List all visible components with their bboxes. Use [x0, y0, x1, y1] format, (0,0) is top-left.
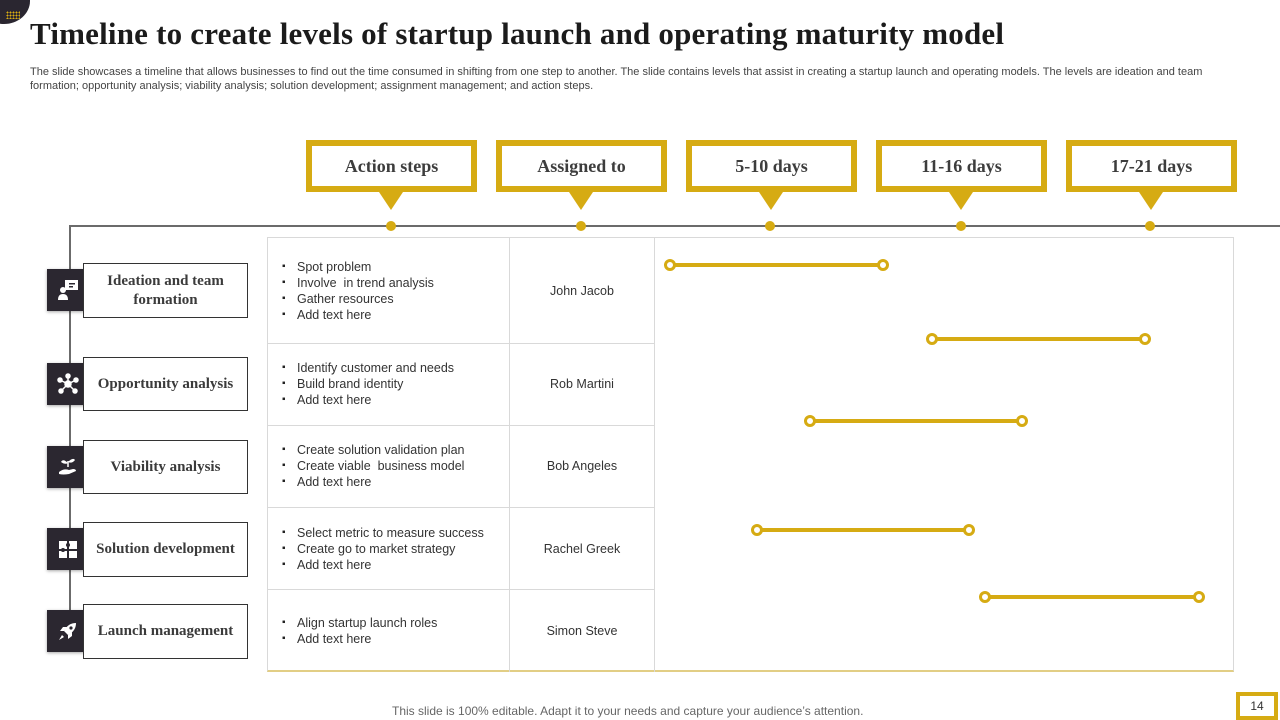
column-header-5-10-days: 5-10 days: [686, 140, 857, 192]
level-label-solution: Solution development: [83, 522, 248, 577]
presenter-icon: [47, 269, 89, 311]
row-divider: [267, 425, 654, 426]
action-step: Add text here: [282, 307, 507, 323]
action-steps-list: Select metric to measure success Create …: [282, 525, 507, 573]
level-label-launch: Launch management: [83, 604, 248, 659]
gantt-bar: [932, 337, 1145, 341]
action-step: Add text here: [282, 392, 507, 408]
action-steps-list: Align startup launch roles Add text here: [282, 615, 507, 647]
assignee-name: Simon Steve: [546, 624, 618, 638]
gantt-bar-start: [804, 415, 816, 427]
action-step: Create solution validation plan: [282, 442, 507, 458]
timeline-dot: [956, 221, 966, 231]
action-step: Spot problem: [282, 259, 507, 275]
puzzle-icon: [47, 528, 89, 570]
gantt-bar-start: [664, 259, 676, 271]
assignee-name: Rachel Greek: [543, 542, 621, 556]
network-icon: [47, 363, 89, 405]
action-step: Add text here: [282, 631, 507, 647]
action-step: Add text here: [282, 474, 507, 490]
gantt-bar-start: [979, 591, 991, 603]
gantt-bar: [670, 263, 883, 267]
action-step: Involve in trend analysis: [282, 275, 507, 291]
page-number: 14: [1236, 692, 1278, 720]
header-pointer: [759, 192, 783, 210]
level-label-opportunity: Opportunity analysis: [83, 357, 248, 411]
column-header-17-21-days: 17-21 days: [1066, 140, 1237, 192]
action-steps-list: Identify customer and needs Build brand …: [282, 360, 507, 408]
page-title: Timeline to create levels of startup lau…: [30, 16, 1005, 51]
gantt-bar-end: [1193, 591, 1205, 603]
header-pointer: [1139, 192, 1163, 210]
assignee-name: Bob Angeles: [546, 459, 618, 473]
row-divider: [267, 343, 654, 344]
assignee-name: Rob Martini: [550, 377, 614, 391]
gantt-bar-end: [877, 259, 889, 271]
header-pointer: [569, 192, 593, 210]
action-steps-list: Create solution validation plan Create v…: [282, 442, 507, 490]
gantt-bar-end: [1139, 333, 1151, 345]
gantt-bar-start: [751, 524, 763, 536]
gantt-bar: [985, 595, 1199, 599]
action-step: Build brand identity: [282, 376, 507, 392]
gantt-bar: [757, 528, 969, 532]
row-divider: [267, 507, 654, 508]
timeline-table: [267, 237, 1234, 672]
action-step: Select metric to measure success: [282, 525, 507, 541]
action-step: Align startup launch roles: [282, 615, 507, 631]
timeline-dot: [576, 221, 586, 231]
action-steps-list: Spot problem Involve in trend analysis G…: [282, 259, 507, 323]
brand-logo: [0, 0, 30, 24]
level-label-viability: Viability analysis: [83, 440, 248, 494]
level-label-ideation: Ideation and team formation: [83, 263, 248, 318]
rocket-icon: [47, 610, 89, 652]
plant-hand-icon: [47, 446, 89, 488]
column-divider: [509, 237, 510, 672]
row-divider: [267, 589, 654, 590]
action-step: Gather resources: [282, 291, 507, 307]
timeline-dot: [386, 221, 396, 231]
gantt-bar-end: [1016, 415, 1028, 427]
header-pointer: [379, 192, 403, 210]
column-header-11-16-days: 11-16 days: [876, 140, 1047, 192]
action-step: Add text here: [282, 557, 507, 573]
column-header-assigned-to: Assigned to: [496, 140, 667, 192]
assignee-name: John Jacob: [550, 284, 614, 298]
action-step: Identify customer and needs: [282, 360, 507, 376]
column-divider: [654, 237, 655, 672]
timeline-axis: [69, 225, 1280, 227]
action-step: Create viable business model: [282, 458, 507, 474]
levels-connector-line: [69, 225, 71, 635]
gantt-bar-end: [963, 524, 975, 536]
timeline-dot: [765, 221, 775, 231]
timeline-dot: [1145, 221, 1155, 231]
slide-description: The slide showcases a timeline that allo…: [30, 66, 1203, 92]
gantt-bar: [810, 419, 1022, 423]
action-step: Create go to market strategy: [282, 541, 507, 557]
header-pointer: [949, 192, 973, 210]
footer-note: This slide is 100% editable. Adapt it to…: [392, 704, 864, 718]
column-header-action-steps: Action steps: [306, 140, 477, 192]
gantt-bar-start: [926, 333, 938, 345]
